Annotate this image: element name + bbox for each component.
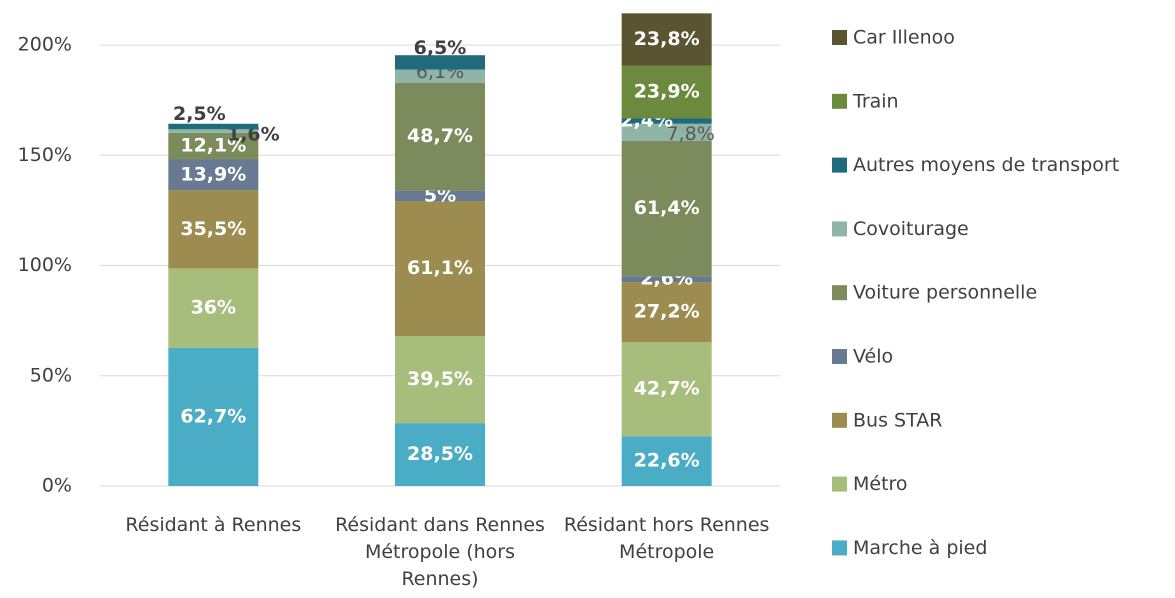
data-label: 13,9%: [180, 163, 246, 185]
bar-segment: [395, 82, 485, 191]
data-label: 28,5%: [407, 443, 473, 465]
bar-segment: [395, 423, 485, 486]
bar-segment: [621, 123, 712, 141]
data-label: 61,1%: [407, 257, 473, 279]
legend-label: Covoiturage: [853, 218, 969, 240]
bar-segment: [621, 118, 712, 124]
data-label: 23,8%: [634, 28, 700, 50]
legend-label: Train: [852, 90, 899, 112]
y-tick-label: 200%: [18, 34, 72, 56]
data-label: 23,9%: [634, 81, 700, 103]
bar-segment: [621, 276, 712, 283]
data-label: 39,5%: [407, 368, 473, 390]
legend-label: Vélo: [853, 346, 893, 368]
legend-swatch: [832, 221, 847, 237]
bar-segment: [168, 159, 259, 191]
bar-segment: [621, 342, 712, 437]
bar-segment: [395, 69, 485, 83]
legend-swatch: [832, 540, 847, 556]
bar-segment: [168, 347, 259, 486]
bar-segment: [395, 55, 485, 70]
x-tick-label: Résidant hors Rennes Métropole: [563, 514, 770, 563]
legend-label: Bus STAR: [853, 409, 942, 431]
bar-segment: [395, 336, 485, 424]
bar-segment: [395, 201, 485, 337]
data-label: 12,1%: [180, 135, 246, 157]
data-label: 7,8%: [667, 123, 715, 145]
x-tick-label: Résidant à Rennes: [125, 514, 302, 536]
legend-swatch: [832, 93, 847, 109]
data-label: 42,7%: [634, 378, 700, 400]
legend-label: Autres moyens de transport: [853, 154, 1119, 176]
legend-label: Car Illenoo: [853, 27, 955, 49]
data-label: 61,4%: [634, 197, 700, 219]
bar-segment: [168, 129, 259, 133]
data-label: 2,5%: [173, 103, 226, 125]
data-label: 48,7%: [407, 125, 473, 147]
bar-segment: [621, 140, 712, 277]
bar-segment: [168, 268, 259, 348]
data-label: 22,6%: [634, 450, 700, 472]
bar-segment: [168, 123, 259, 130]
data-label: 62,7%: [180, 405, 246, 427]
y-tick-label: 150%: [18, 144, 72, 166]
bar-segment: [621, 13, 712, 66]
data-label: 36%: [191, 297, 236, 319]
bar-segment: [621, 65, 712, 119]
y-tick-label: 50%: [30, 364, 72, 386]
bar-segment: [395, 190, 485, 202]
bar-segment: [621, 282, 712, 343]
data-label: 6,5%: [414, 37, 467, 59]
legend-swatch: [832, 157, 847, 173]
bar-segment: [621, 436, 712, 486]
legend-label: Voiture personnelle: [853, 282, 1037, 304]
legend-swatch: [832, 30, 847, 45]
data-label: 27,2%: [634, 301, 700, 323]
legend-label: Métro: [853, 473, 908, 495]
legend-swatch: [832, 349, 847, 364]
y-tick-label: 100%: [18, 254, 72, 276]
legend-label: Marche à pied: [853, 537, 987, 559]
data-label: 35,5%: [180, 218, 246, 240]
legend-swatch: [832, 285, 847, 301]
bar-segment: [168, 190, 259, 269]
legend-swatch: [832, 412, 847, 428]
bar-segment: [168, 132, 259, 160]
legend-swatch: [832, 476, 847, 492]
y-tick-label: 0%: [42, 475, 72, 497]
x-tick-label: Résidant dans Rennes Métropole (hors Ren…: [335, 514, 545, 590]
